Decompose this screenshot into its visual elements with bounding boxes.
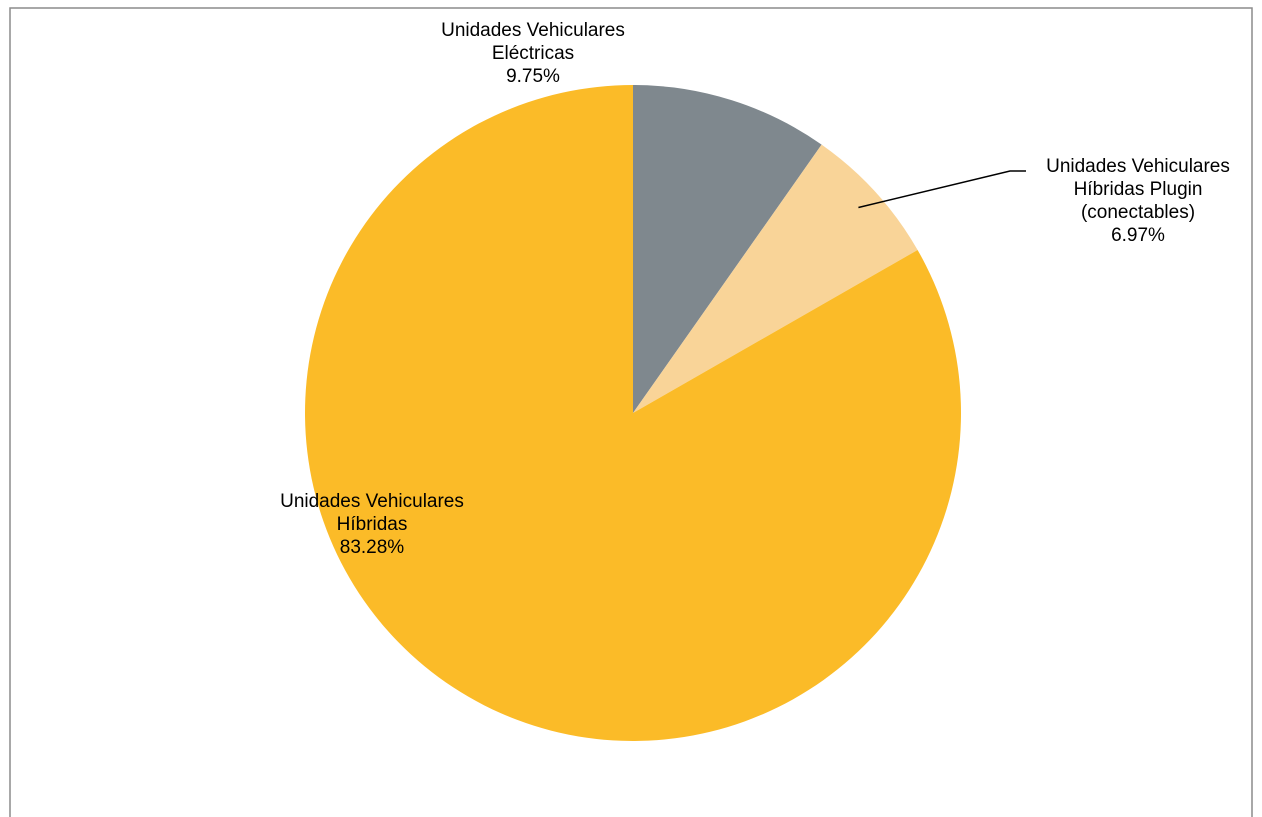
leader-lines [858,170,1026,209]
slice-label-line: Unidades Vehiculares [441,20,625,41]
chart-border [9,7,1253,817]
pie-slices [305,85,961,741]
pie-slice-2 [633,144,918,413]
pie-slice-1 [633,85,822,413]
pie-slice-3 [305,85,961,741]
slice-label-line: Unidades Vehiculares [1046,156,1230,177]
slice-label-line: (conectables) [1081,202,1195,223]
slice-label-line: Híbridas Plugin [1074,179,1203,200]
slice-label-line: Híbridas [337,514,408,535]
slice-value: 83.28% [340,537,405,558]
slice-value: 6.97% [1111,225,1165,246]
slice-labels: Unidades Vehiculares Eléctricas 9.75%Unida… [280,20,1230,558]
slice-label-1: Unidades Vehiculares Eléctricas 9.75% [441,20,625,87]
slice-label-line: Eléctricas [492,43,574,64]
slice-label-line: Unidades Vehiculares [280,491,464,512]
slice-label-3: Unidades Vehiculares Híbridas 83.28% [280,491,464,558]
slice-value: 9.75% [506,66,560,87]
leader-line-plugin [858,170,1026,209]
slice-label-2: Unidades Vehiculares Híbridas Plugin (cone… [1046,156,1230,246]
